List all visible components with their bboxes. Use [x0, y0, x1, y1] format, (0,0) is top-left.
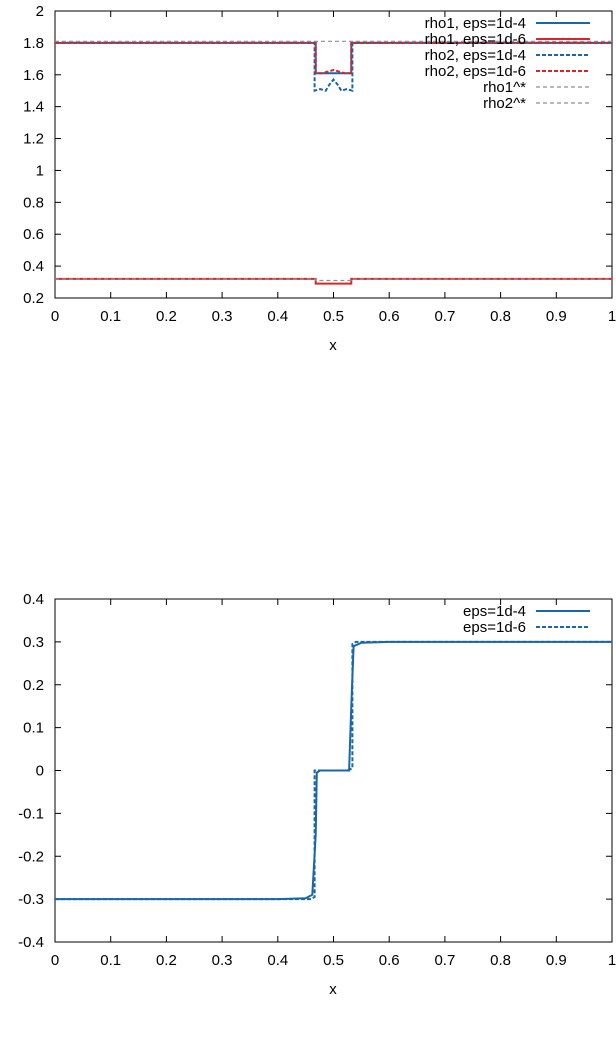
- y-tick-label: -0.4: [18, 934, 44, 951]
- axes-bottom: 0 0.1 0.2 0.3 0.4 0.5 0.6 0.7 0.8 0.9 1 -0.4 -0.3 -0.…: [18, 591, 616, 969]
- legend-label: rho2, eps=1d-4: [425, 47, 526, 64]
- chart-bottom: 0 0.1 0.2 0.3 0.4 0.5 0.6 0.7 0.8 0.9 1 -0.4 -0.3 -0.…: [18, 591, 616, 998]
- legend-label: rho1, eps=1d-4: [425, 15, 526, 32]
- series-line-4: [55, 41, 612, 75]
- x-tick-label: 1: [608, 952, 616, 969]
- plot-frame-top: [54, 10, 613, 299]
- y-tick-label: 0.4: [23, 591, 44, 608]
- chart-top: 0 0.1 0.2 0.3 0.4 0.5 0.6 0.7 0.8 0.9 1 0.2 0.4 0.6 0.…: [23, 3, 616, 354]
- x-axis-label-bottom: x: [329, 981, 337, 998]
- y-tick-label: 1.2: [23, 131, 44, 148]
- y-tick-label: 0.6: [23, 226, 44, 243]
- series-top: [55, 40, 612, 285]
- x-tick-label: 0: [51, 308, 59, 325]
- x-tick-label: 0.6: [379, 952, 400, 969]
- x-tick-label: 0.3: [212, 308, 233, 325]
- y-tick-label: -0.1: [18, 805, 44, 822]
- x-tick-label: 0.8: [490, 308, 511, 325]
- y-tick-label: -0.2: [18, 848, 44, 865]
- legend-label: rho1, eps=1d-6: [425, 31, 526, 48]
- x-tick-label: 0.2: [156, 952, 177, 969]
- y-tick-label: 0.8: [23, 194, 44, 211]
- x-tick-label: 0.7: [434, 952, 455, 969]
- x-tick-label: 0.5: [323, 308, 344, 325]
- x-tick-label: 0.3: [212, 952, 233, 969]
- x-tick-label: 1: [608, 308, 616, 325]
- x-tick-label: 0.4: [267, 952, 288, 969]
- x-tick-label: 0.5: [323, 952, 344, 969]
- y-tick-label: 0.1: [23, 720, 44, 737]
- series-line-1: [55, 41, 612, 75]
- y-tick-label: -0.3: [18, 891, 44, 908]
- axes-top: 0 0.1 0.2 0.3 0.4 0.5 0.6 0.7 0.8 0.9 1 0.2 0.4 0.6 0.…: [23, 3, 616, 325]
- y-tick-label: 0.2: [23, 290, 44, 307]
- x-tick-label: 0.6: [379, 308, 400, 325]
- y-tick-label: 1.4: [23, 99, 44, 116]
- y-tick-label: 0.4: [23, 258, 44, 275]
- x-tick-label: 0.1: [100, 308, 121, 325]
- y-tick-label: 1.8: [23, 35, 44, 52]
- series-line-3: [55, 41, 612, 93]
- y-tick-label: 0: [36, 763, 44, 780]
- x-tick-label: 0.1: [100, 952, 121, 969]
- series-line-5: [55, 278, 612, 282]
- y-tick-label: 1: [36, 162, 44, 179]
- y-tick-label: 1.6: [23, 67, 44, 84]
- legend-label: rho2^*: [483, 95, 526, 112]
- x-tick-label: 0.9: [546, 952, 567, 969]
- x-tick-label: 0: [51, 952, 59, 969]
- series-line-2: [55, 277, 612, 285]
- legend-label: rho2, eps=1d-6: [425, 63, 526, 80]
- x-tick-label: 0.4: [267, 308, 288, 325]
- legend-label: eps=1d-6: [463, 619, 526, 636]
- x-tick-label: 0.9: [546, 308, 567, 325]
- series-line-2: [55, 640, 612, 901]
- x-tick-label: 0.8: [490, 952, 511, 969]
- y-tick-label: 2: [36, 3, 44, 20]
- x-axis-label-top: x: [329, 337, 337, 354]
- series-bottom: [55, 640, 612, 901]
- legend-label: rho1^*: [483, 79, 526, 96]
- y-tick-label: 0.3: [23, 634, 44, 651]
- legend-label: eps=1d-4: [463, 603, 526, 620]
- y-tick-label: 0.2: [23, 677, 44, 694]
- x-tick-label: 0.2: [156, 308, 177, 325]
- x-tick-label: 0.7: [434, 308, 455, 325]
